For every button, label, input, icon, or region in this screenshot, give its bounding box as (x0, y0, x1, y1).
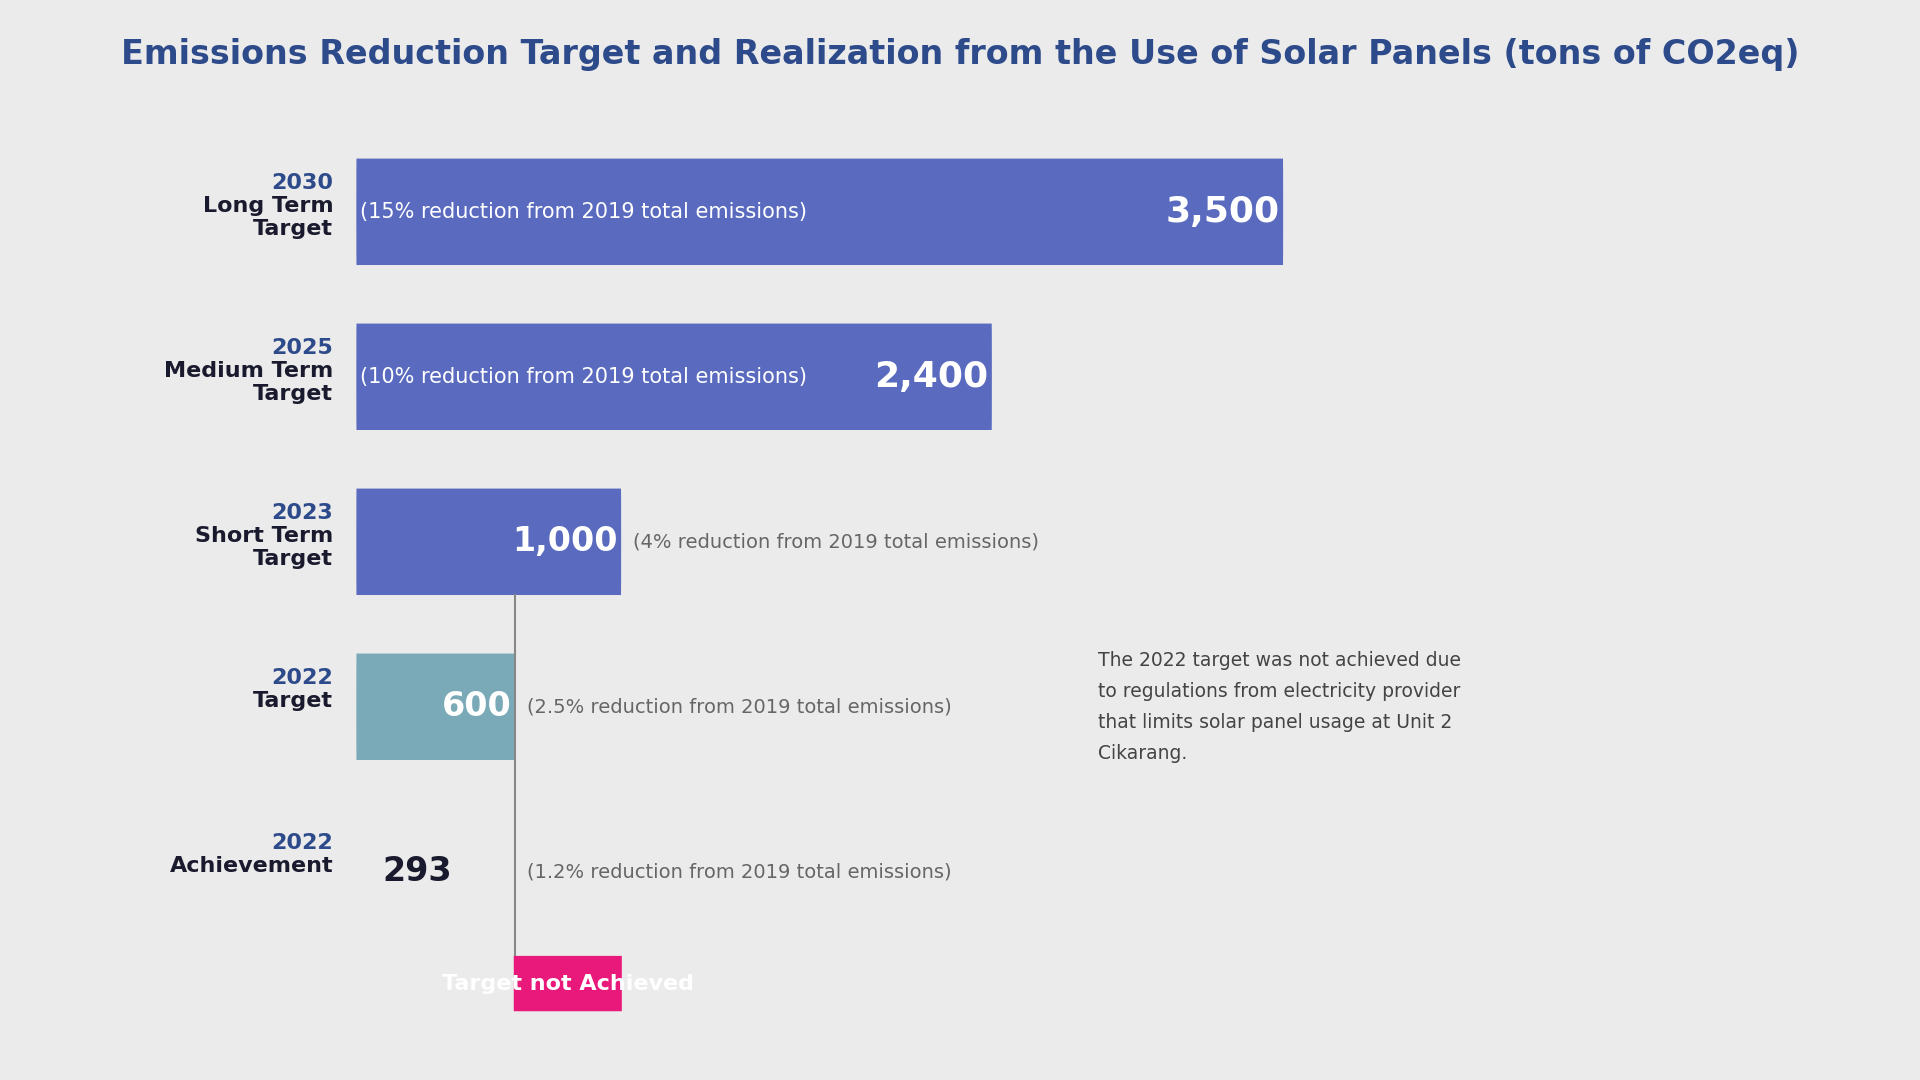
Text: 2023: 2023 (271, 502, 334, 523)
Text: 293: 293 (382, 855, 451, 888)
Text: Target not Achieved: Target not Achieved (442, 973, 693, 994)
Text: (2.5% reduction from 2019 total emissions): (2.5% reduction from 2019 total emission… (526, 698, 952, 716)
Text: Target: Target (253, 691, 334, 711)
Text: 600: 600 (442, 690, 513, 724)
FancyBboxPatch shape (357, 324, 993, 430)
Text: 2025: 2025 (271, 338, 334, 357)
FancyBboxPatch shape (357, 159, 1283, 265)
Text: 2022: 2022 (271, 833, 334, 852)
Text: The 2022 target was not achieved due
to regulations from electricity provider
th: The 2022 target was not achieved due to … (1098, 651, 1461, 762)
Text: 2022: 2022 (271, 667, 334, 688)
Text: (10% reduction from 2019 total emissions): (10% reduction from 2019 total emissions… (359, 367, 806, 387)
FancyBboxPatch shape (357, 653, 515, 760)
Text: 3,500: 3,500 (1165, 194, 1281, 229)
Text: 2030: 2030 (271, 173, 334, 192)
Text: (4% reduction from 2019 total emissions): (4% reduction from 2019 total emissions) (634, 532, 1039, 551)
Text: (15% reduction from 2019 total emissions): (15% reduction from 2019 total emissions… (359, 202, 806, 221)
Text: Medium Term
Target: Medium Term Target (163, 361, 334, 404)
Text: Achievement: Achievement (169, 855, 334, 876)
Text: Long Term
Target: Long Term Target (202, 195, 334, 239)
Text: Emissions Reduction Target and Realization from the Use of Solar Panels (tons of: Emissions Reduction Target and Realizati… (121, 38, 1799, 71)
Text: (1.2% reduction from 2019 total emissions): (1.2% reduction from 2019 total emission… (526, 862, 952, 881)
Text: 2,400: 2,400 (874, 360, 989, 394)
Text: Short Term
Target: Short Term Target (196, 526, 334, 569)
Text: 1,000: 1,000 (513, 525, 618, 558)
FancyBboxPatch shape (515, 956, 622, 1011)
FancyBboxPatch shape (357, 488, 622, 595)
